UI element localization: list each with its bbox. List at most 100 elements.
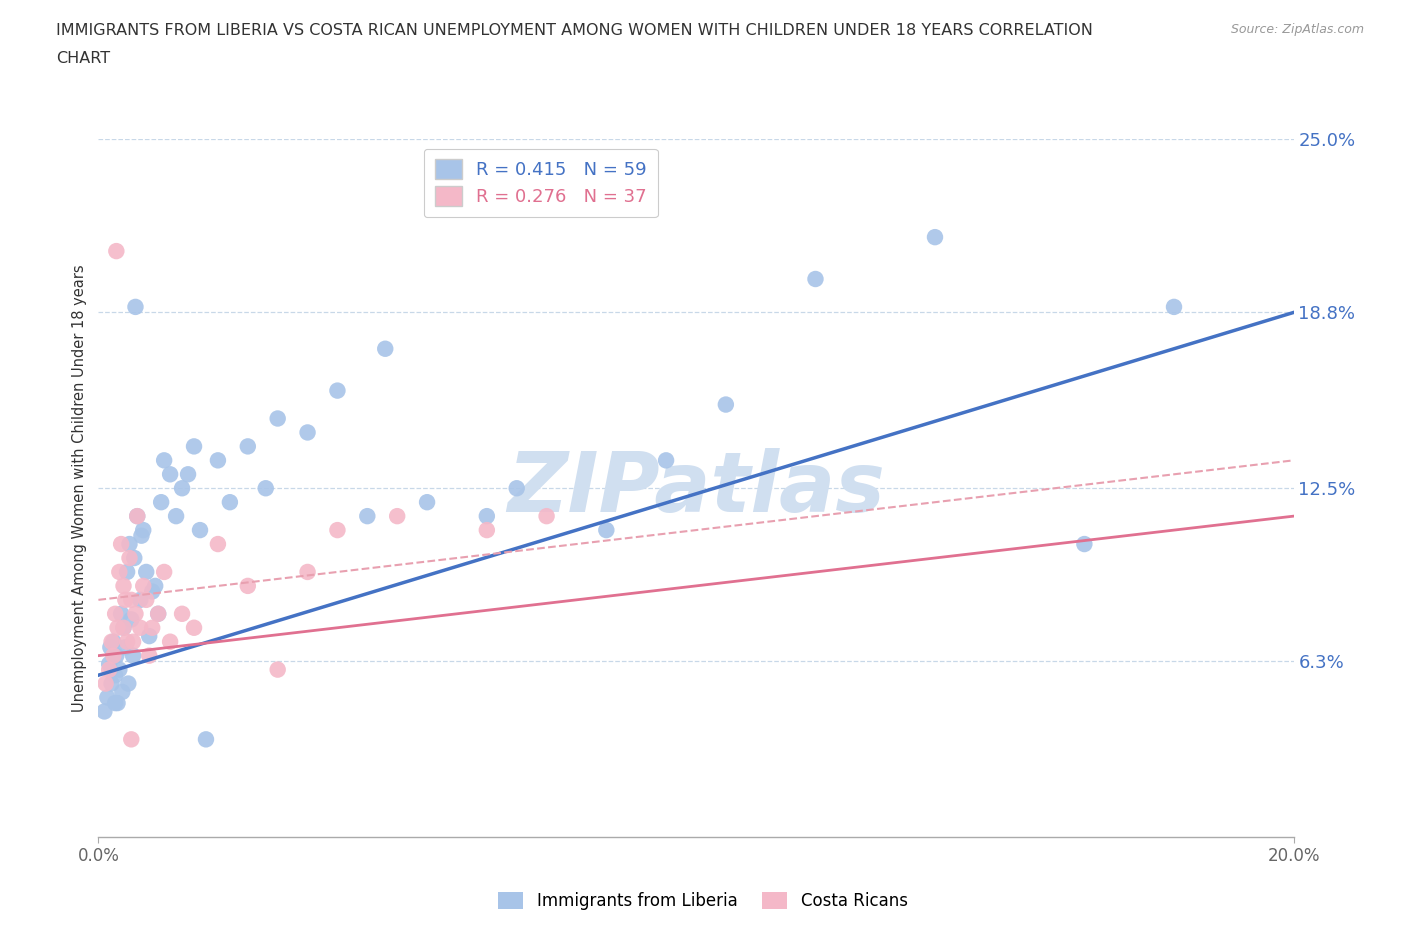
Point	[98, 640, 122, 655]
Point	[475, 523, 498, 538]
Point	[326, 383, 349, 398]
Point	[129, 620, 152, 635]
Point	[104, 668, 127, 683]
Point	[129, 592, 152, 607]
Point	[172, 481, 194, 496]
Point	[153, 453, 176, 468]
Point	[93, 704, 115, 719]
Point	[124, 606, 146, 621]
Point	[98, 657, 121, 671]
Point	[714, 397, 737, 412]
Point	[120, 612, 142, 627]
Point	[207, 537, 229, 551]
Text: ZIPatlas: ZIPatlas	[508, 447, 884, 529]
Point	[108, 662, 131, 677]
Point	[114, 592, 136, 607]
Point	[177, 467, 200, 482]
Point	[188, 523, 211, 538]
Point	[112, 620, 135, 635]
Point	[595, 523, 617, 538]
Point	[924, 230, 946, 245]
Point	[1163, 299, 1185, 314]
Point	[194, 732, 218, 747]
Point	[118, 537, 141, 551]
Point	[159, 634, 181, 649]
Point	[148, 606, 170, 621]
Point	[103, 648, 125, 663]
Point	[135, 592, 157, 607]
Y-axis label: Unemployment Among Women with Children Under 18 years: Unemployment Among Women with Children U…	[72, 264, 87, 712]
Point	[112, 620, 135, 635]
Point	[165, 509, 187, 524]
Point	[127, 509, 149, 524]
Point	[115, 565, 138, 579]
Point	[297, 565, 319, 579]
Point	[107, 620, 129, 635]
Point	[267, 662, 290, 677]
Point	[148, 606, 170, 621]
Point	[122, 634, 145, 649]
Point	[105, 244, 128, 259]
Point	[120, 732, 142, 747]
Point	[115, 634, 138, 649]
Point	[506, 481, 529, 496]
Point	[118, 551, 141, 565]
Point	[655, 453, 678, 468]
Point	[356, 509, 378, 524]
Point	[172, 606, 194, 621]
Point	[143, 578, 166, 593]
Point	[804, 272, 827, 286]
Point	[138, 629, 160, 644]
Point	[104, 606, 127, 621]
Point	[385, 509, 409, 524]
Point	[536, 509, 558, 524]
Point	[236, 578, 259, 593]
Text: CHART: CHART	[56, 51, 110, 66]
Point	[267, 411, 290, 426]
Point	[150, 495, 173, 510]
Point	[124, 551, 146, 565]
Point	[111, 684, 134, 699]
Point	[120, 592, 142, 607]
Point	[297, 425, 319, 440]
Point	[100, 676, 122, 691]
Legend: R = 0.415   N = 59, R = 0.276   N = 37: R = 0.415 N = 59, R = 0.276 N = 37	[423, 149, 658, 218]
Point	[96, 690, 118, 705]
Legend: Immigrants from Liberia, Costa Ricans: Immigrants from Liberia, Costa Ricans	[492, 885, 914, 917]
Point	[326, 523, 349, 538]
Point	[108, 565, 131, 579]
Point	[107, 696, 129, 711]
Point	[114, 640, 136, 655]
Text: IMMIGRANTS FROM LIBERIA VS COSTA RICAN UNEMPLOYMENT AMONG WOMEN WITH CHILDREN UN: IMMIGRANTS FROM LIBERIA VS COSTA RICAN U…	[56, 23, 1092, 38]
Point	[104, 696, 127, 711]
Point	[416, 495, 439, 510]
Text: Source: ZipAtlas.com: Source: ZipAtlas.com	[1230, 23, 1364, 36]
Point	[122, 648, 145, 663]
Point	[254, 481, 277, 496]
Point	[183, 620, 205, 635]
Point	[219, 495, 242, 510]
Point	[236, 439, 259, 454]
Point	[105, 648, 128, 663]
Point	[132, 578, 155, 593]
Point	[127, 509, 149, 524]
Point	[103, 634, 125, 649]
Point	[112, 578, 135, 593]
Point	[135, 565, 157, 579]
Point	[110, 537, 132, 551]
Point	[124, 299, 146, 314]
Point	[100, 634, 122, 649]
Point	[183, 439, 205, 454]
Point	[94, 676, 117, 691]
Point	[132, 523, 155, 538]
Point	[1073, 537, 1095, 551]
Point	[159, 467, 181, 482]
Point	[374, 341, 396, 356]
Point	[207, 453, 229, 468]
Point	[141, 584, 163, 599]
Point	[138, 648, 160, 663]
Point	[131, 528, 153, 543]
Point	[141, 620, 163, 635]
Point	[117, 676, 139, 691]
Point	[98, 662, 121, 677]
